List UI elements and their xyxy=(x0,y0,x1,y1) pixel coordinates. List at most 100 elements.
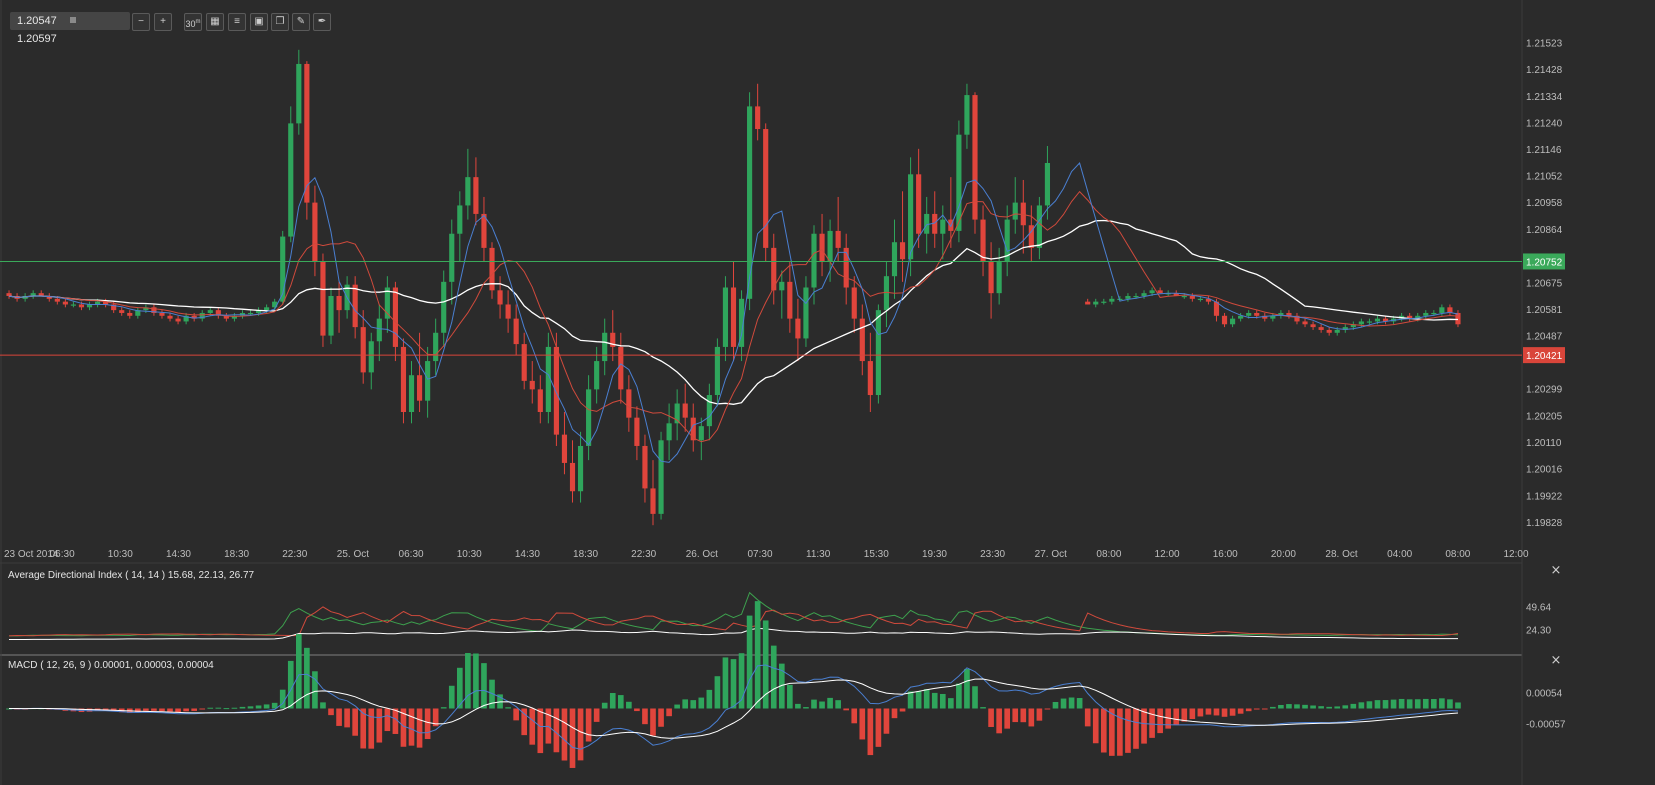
macd-histogram-bar xyxy=(883,708,890,734)
zoom-out-button[interactable]: − xyxy=(132,13,150,31)
candle-body xyxy=(304,63,310,203)
macd-histogram-bar xyxy=(642,708,648,725)
candle-body xyxy=(1189,295,1195,299)
candle-body xyxy=(1020,202,1026,226)
y-tick-label: 1.19828 xyxy=(1526,518,1563,529)
bid-price: 1.20547 xyxy=(17,15,57,27)
candle-body xyxy=(1181,295,1187,298)
candle-body xyxy=(473,177,479,214)
macd-histogram-bar xyxy=(295,634,302,709)
macd-histogram-bar xyxy=(1422,698,1429,709)
timeframe-button[interactable]: 30m xyxy=(184,13,202,31)
macd-histogram-bar xyxy=(690,700,697,709)
x-tick-label: 20:00 xyxy=(1271,549,1296,560)
candle-body xyxy=(135,310,141,316)
x-tick-label: 18:30 xyxy=(573,549,598,560)
candle-body xyxy=(352,284,358,328)
candle-body xyxy=(1141,293,1147,296)
macd-histogram-bar xyxy=(899,708,906,712)
macd-histogram-bar xyxy=(561,708,568,761)
close-macd-icon[interactable]: × xyxy=(1551,653,1562,668)
candle-body xyxy=(956,134,962,231)
macd-histogram-bar xyxy=(328,708,334,716)
macd-histogram-bar xyxy=(215,707,222,709)
candle-body xyxy=(255,310,262,313)
macd-histogram-bar xyxy=(279,689,286,709)
macd-histogram-bar xyxy=(1084,708,1091,727)
candle-body xyxy=(1221,315,1228,325)
macd-histogram-bar xyxy=(819,701,825,709)
candle-body xyxy=(1358,321,1364,325)
candle-body xyxy=(803,287,809,339)
indicators-button[interactable]: ▦ xyxy=(206,13,224,31)
macd-histogram-bar xyxy=(320,702,326,709)
candle-body xyxy=(1004,219,1010,263)
candle-body xyxy=(1270,315,1276,319)
macd-histogram-bar xyxy=(513,708,519,721)
macd-histogram-bar xyxy=(956,683,962,709)
candle-body xyxy=(360,327,366,373)
x-tick-label: 08:00 xyxy=(1445,549,1470,560)
candle-body xyxy=(1085,301,1091,305)
price-line-label: 1.20752 xyxy=(1526,257,1563,268)
candle-body xyxy=(175,318,181,322)
macd-histogram-bar xyxy=(1398,698,1405,709)
candle-body xyxy=(183,315,189,322)
settings-button[interactable]: ≡ xyxy=(228,13,246,31)
y-tick-label: 1.20958 xyxy=(1526,198,1563,209)
macd-histogram-bar xyxy=(939,693,946,709)
candle-body xyxy=(481,213,487,248)
macd-histogram-bar xyxy=(1052,701,1059,709)
settings-icon: ≡ xyxy=(234,16,240,27)
candle-body xyxy=(1302,321,1308,325)
chart-type-button[interactable]: ▣ xyxy=(250,13,268,31)
candle-body xyxy=(529,380,535,390)
candle-body xyxy=(1318,327,1324,330)
close-adx-icon[interactable]: × xyxy=(1551,563,1562,578)
x-tick-label: 23 Oct 2014 xyxy=(4,549,59,560)
macd-histogram-bar xyxy=(432,708,439,727)
macd-histogram-bar xyxy=(1020,708,1027,723)
candle-body xyxy=(151,307,157,313)
candle-body xyxy=(1326,329,1332,333)
x-tick-label: 22:30 xyxy=(282,549,307,560)
pencil-icon: ✒ xyxy=(317,16,327,27)
draw-button[interactable]: ✎ xyxy=(292,13,310,31)
macd-histogram-bar xyxy=(980,707,986,709)
candle-body xyxy=(505,304,511,319)
candle-body xyxy=(771,247,777,291)
candle-body xyxy=(875,310,881,396)
zoom-in-button[interactable]: + xyxy=(154,13,172,31)
macd-histogram-bar xyxy=(183,708,189,712)
macd-histogram-bar xyxy=(770,645,777,709)
candle-body xyxy=(843,247,849,288)
macd-histogram-bar xyxy=(1060,698,1067,709)
macd-histogram-bar xyxy=(1068,697,1075,709)
macd-histogram-bar xyxy=(1165,708,1172,729)
indicators-icon: ▦ xyxy=(210,16,220,27)
layers-button[interactable]: ❐ xyxy=(271,13,289,31)
price-line-badge xyxy=(1523,253,1565,270)
macd-histogram-bar xyxy=(1036,708,1043,721)
macd-histogram-bar xyxy=(650,708,656,736)
macd-histogram-bar xyxy=(1205,708,1212,715)
x-tick-label: 04:00 xyxy=(1387,549,1412,560)
x-tick-label: 18:30 xyxy=(224,549,249,560)
candle-body xyxy=(1366,321,1373,323)
y-tick-label: 1.20110 xyxy=(1526,438,1562,449)
macd-histogram-bar xyxy=(408,708,415,746)
candle-body xyxy=(1374,318,1381,322)
candle-body xyxy=(1093,301,1099,305)
candle-body xyxy=(795,318,801,339)
candle-body xyxy=(577,445,584,492)
candle-body xyxy=(537,389,543,413)
ma-fast-line xyxy=(8,162,1459,463)
macd-line xyxy=(8,664,1459,750)
candle-body xyxy=(932,213,938,234)
pencil-button[interactable]: ✒ xyxy=(313,13,331,31)
macd-histogram-bar xyxy=(1366,701,1373,709)
macd-title: MACD ( 12, 26, 9 ) 0.00001, 0.00003, 0.0… xyxy=(8,660,214,671)
macd-histogram-bar xyxy=(416,708,423,748)
candle-body xyxy=(312,202,318,263)
